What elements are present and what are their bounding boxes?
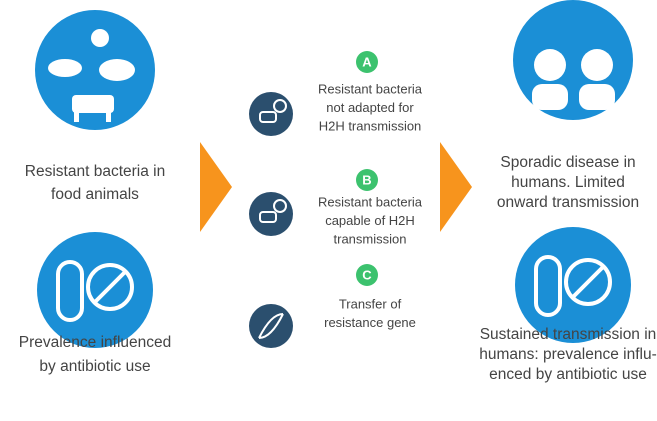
label-line: humans: prevalence influ- [479,346,657,363]
label-line: Prevalence influenced [19,334,172,351]
animals [48,29,135,122]
pill-bacteria [534,255,612,317]
label-line: not adapted for [326,100,414,115]
food-icon [249,192,293,236]
label-line: food animals [51,186,139,203]
food-animals-icon [35,10,155,130]
label-line: by antibiotic use [39,358,150,375]
pill-bacteria [56,260,134,322]
badge-circle [356,264,378,286]
label-line: Sporadic disease in [500,154,635,171]
texts: Resistant bacteria in food animals Prevale… [19,51,657,383]
arrow [200,142,232,232]
dna-icon [249,304,293,348]
label-line: transmission [334,231,407,246]
label-line: Transfer of [339,296,402,311]
label-line: H2H transmission [319,118,422,133]
label-line: humans. Limited [511,174,625,191]
icon-details [258,99,287,339]
label-line: Resistant bacteria [318,81,423,96]
label-line: capable of H2H [325,213,415,228]
food-icon [249,92,293,136]
antibiotic-icon [37,232,153,348]
arrow [440,142,472,232]
humans-icon [513,0,633,120]
label-line: Resistant bacteria in [25,163,165,180]
badge: A [362,54,372,69]
label-line: Sustained transmission in [480,326,657,343]
badge-circle [356,169,378,191]
label-line: onward transmission [497,194,639,211]
badge: C [362,267,372,282]
label-line: Resistant bacteria [318,194,423,209]
people [532,49,615,110]
badge: B [362,172,371,187]
badge-circle [356,51,378,73]
label-line: enced by antibiotic use [489,366,647,383]
label-line: resistance gene [324,315,416,330]
